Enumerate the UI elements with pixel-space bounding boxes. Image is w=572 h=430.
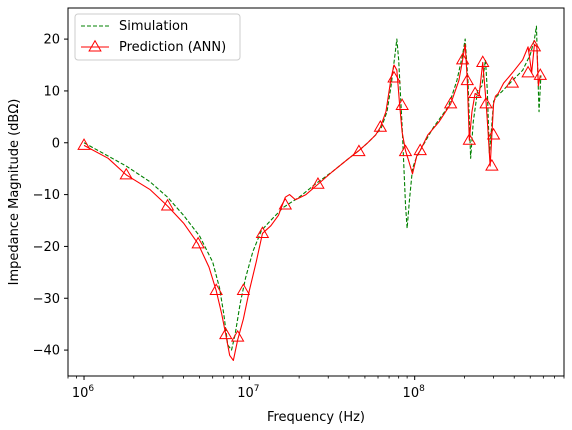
data-point-marker	[255, 226, 270, 238]
data-point-marker	[460, 73, 475, 86]
data-point-marker	[395, 98, 409, 110]
tick-layer: −40 −30 −20 −10 0 10 20 106 107 108	[33, 33, 565, 401]
data-point-marker	[119, 167, 133, 180]
data-point-marker	[209, 283, 223, 296]
data-point-marker	[462, 132, 477, 145]
legend-label-prediction: Prediction (ANN)	[119, 40, 226, 55]
data-point-marker	[479, 96, 493, 109]
y-tick-label: 10	[43, 84, 60, 99]
data-point-marker	[455, 52, 470, 65]
legend-marker-prediction	[88, 39, 102, 52]
data-point-marker	[486, 127, 501, 140]
y-axis-label: Impedance Magnitude (dBΩ)	[7, 99, 22, 286]
data-point-marker	[533, 68, 548, 80]
data-point-marker	[468, 86, 482, 99]
legend-box	[74, 13, 241, 61]
data-point-marker	[387, 70, 401, 83]
data-point-marker	[278, 197, 293, 210]
data-point-marker	[352, 144, 366, 157]
data-point-marker	[443, 96, 458, 109]
data-point-marker	[236, 283, 251, 296]
data-point-marker	[475, 55, 490, 67]
data-point-marker	[485, 158, 499, 171]
series-layer	[83, 25, 542, 362]
x-tick-label: 106	[72, 384, 95, 401]
data-point-marker	[505, 75, 520, 88]
legend-label-simulation: Simulation	[119, 19, 188, 34]
data-point-marker	[521, 65, 535, 78]
data-point-marker	[219, 327, 233, 340]
series-line-prediction	[83, 43, 541, 362]
y-tick-label: −10	[33, 188, 60, 203]
x-axis-label: Frequency (Hz)	[267, 410, 365, 425]
data-point-marker	[527, 39, 542, 52]
x-tick-label: 108	[403, 384, 426, 401]
data-point-marker	[413, 143, 427, 156]
data-point-marker	[398, 144, 413, 157]
legend: Simulation Prediction (ANN)	[74, 13, 241, 61]
y-tick-label: −40	[33, 344, 60, 359]
marker-layer	[77, 39, 548, 342]
data-point-marker	[230, 329, 245, 342]
data-point-marker	[77, 138, 91, 150]
data-point-marker	[160, 198, 175, 211]
x-tick-label: 107	[237, 384, 259, 401]
data-point-marker	[191, 236, 205, 249]
y-tick-label: −30	[33, 292, 60, 307]
y-tick-label: 0	[52, 136, 60, 151]
y-tick-label: 20	[43, 33, 60, 48]
y-tick-label: −20	[33, 240, 60, 255]
data-point-marker	[373, 120, 388, 132]
plot-frame	[67, 7, 565, 377]
data-point-marker	[311, 177, 325, 189]
